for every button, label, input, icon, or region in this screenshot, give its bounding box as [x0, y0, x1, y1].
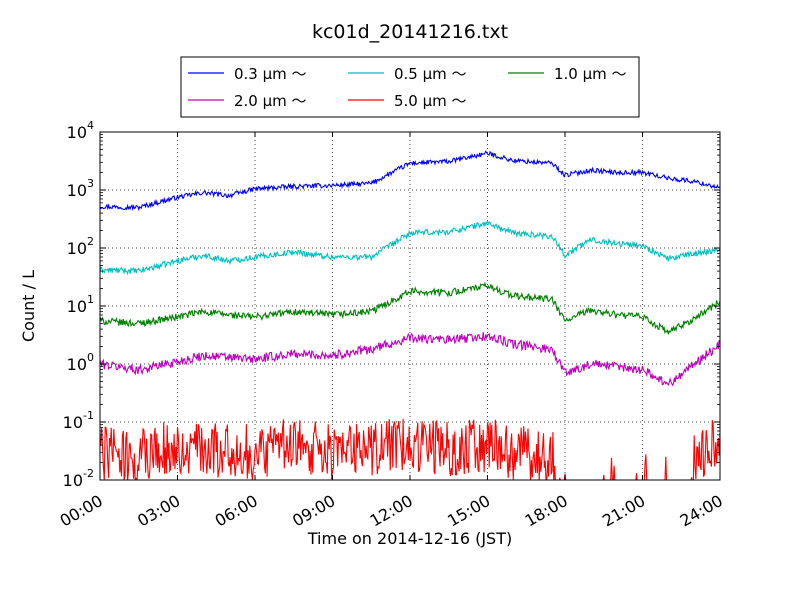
series-line-3 — [100, 281, 720, 335]
legend-entry-2: 0.5 μm ～ — [348, 65, 467, 83]
legend: 0.3 μm ～ 0.5 μm ～ 1.0 μm ～ 2.0 μm ～ 5.0 μm ～ — [180, 56, 640, 118]
x-axis-label: Time on 2014-12-16 (JST) — [307, 529, 512, 548]
legend-label: 2.0 μm ～ — [234, 92, 307, 110]
y-axis-label: Count / L — [19, 270, 38, 342]
series-line-2 — [100, 220, 720, 276]
chart-title: kc01d_20141216.txt — [312, 21, 508, 43]
legend-entry-3: 1.0 μm ～ — [508, 65, 627, 83]
legend-label: 0.5 μm ～ — [394, 65, 467, 83]
legend-label: 1.0 μm ～ — [554, 65, 627, 83]
legend-entry-1: 0.3 μm ～ — [188, 65, 307, 83]
series-group — [100, 150, 720, 480]
series-line-5 — [100, 418, 720, 480]
legend-entry-4: 2.0 μm ～ — [188, 92, 307, 110]
series-line-4 — [100, 332, 720, 387]
legend-box — [180, 56, 640, 118]
legend-entry-5: 5.0 μm ～ — [348, 92, 467, 110]
legend-label: 5.0 μm ～ — [394, 92, 467, 110]
series-line-1 — [100, 150, 720, 212]
legend-label: 0.3 μm ～ — [234, 65, 307, 83]
